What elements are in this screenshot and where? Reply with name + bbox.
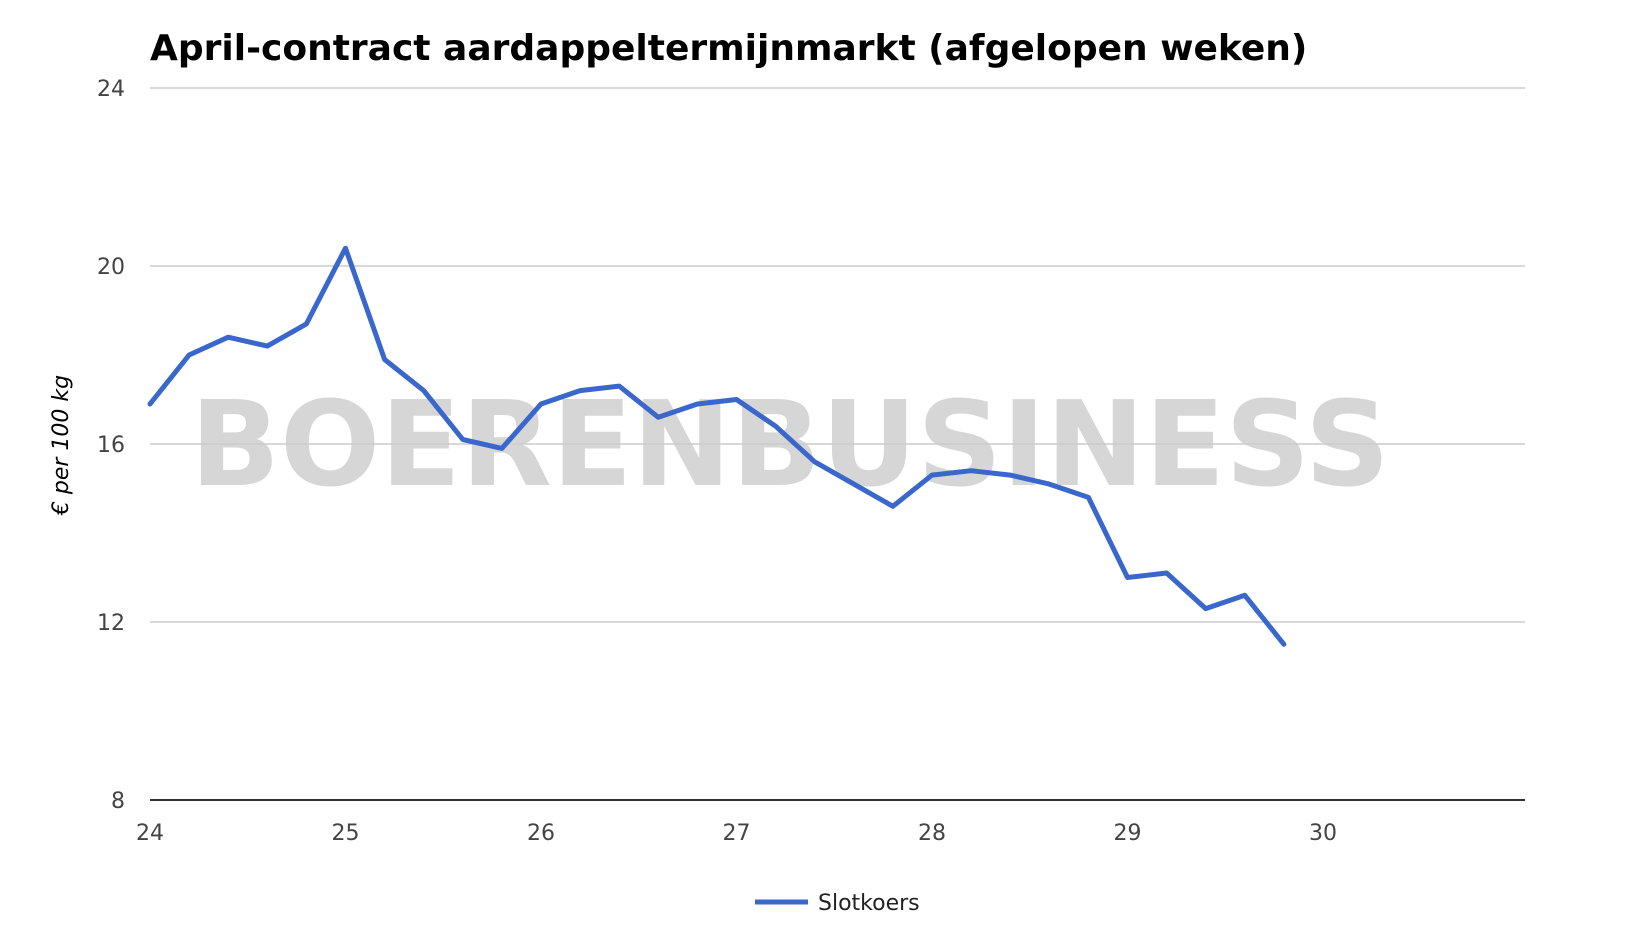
gridlines bbox=[150, 87, 1525, 801]
x-tick-label: 26 bbox=[527, 821, 555, 846]
x-tick-label: 24 bbox=[136, 821, 164, 846]
legend-label-slotkoers: Slotkoers bbox=[818, 891, 920, 916]
x-axis-ticks: 24 25 26 27 28 29 30 bbox=[136, 821, 1337, 846]
y-tick-label: 16 bbox=[97, 433, 125, 458]
x-tick-label: 27 bbox=[723, 821, 751, 846]
y-tick-label: 12 bbox=[97, 611, 125, 636]
x-tick-label: 25 bbox=[332, 821, 360, 846]
x-tick-label: 29 bbox=[1114, 821, 1142, 846]
y-axis-label: € per 100 kg bbox=[49, 375, 74, 516]
legend: Slotkoers bbox=[755, 891, 920, 916]
y-tick-label: 24 bbox=[97, 77, 125, 102]
series-line-slotkoers bbox=[147, 245, 1287, 647]
chart-title: April-contract aardappeltermijnmarkt (af… bbox=[150, 28, 1307, 69]
y-axis-ticks: 24 20 16 12 8 bbox=[97, 77, 125, 814]
x-tick-label: 30 bbox=[1309, 821, 1337, 846]
x-tick-label: 28 bbox=[918, 821, 946, 846]
y-tick-label: 8 bbox=[111, 789, 125, 814]
y-tick-label: 20 bbox=[97, 255, 125, 280]
series-group bbox=[147, 245, 1287, 647]
